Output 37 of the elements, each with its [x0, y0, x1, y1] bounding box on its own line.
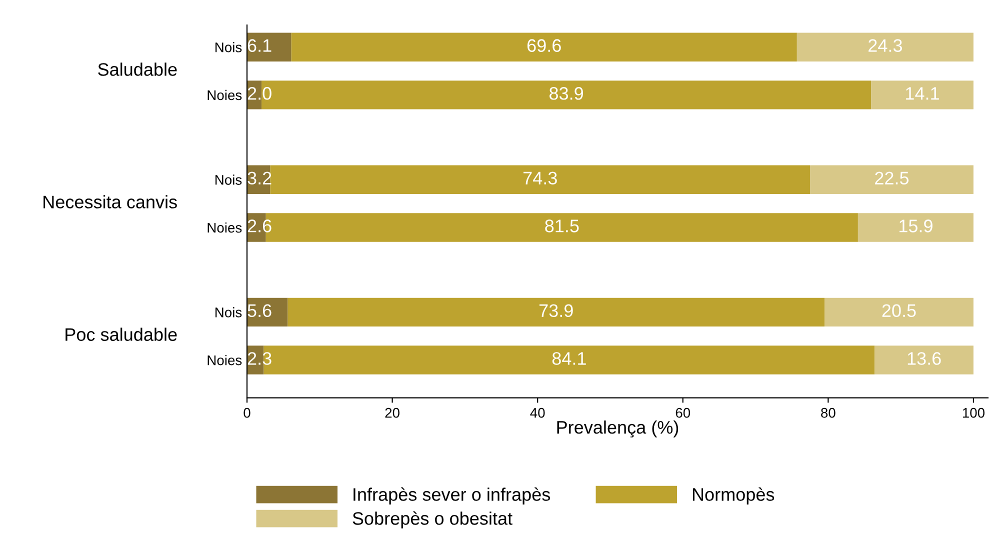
x-tick-label: 80 — [821, 408, 836, 418]
data-label: 3.2 — [248, 172, 272, 184]
x-axis-title: Prevalença (%) — [557, 420, 678, 438]
text: Necessita canvis — [44, 195, 177, 208]
data-label: 83.9 — [550, 87, 583, 100]
data-label: 2.0 — [248, 87, 272, 100]
x-tick-label: 100 — [962, 408, 985, 418]
y-tick-label: Nois — [215, 307, 242, 318]
y-tick-label: Noies — [208, 355, 242, 366]
legend-label: Infrapès sever o infrapès — [354, 487, 550, 504]
data-label: 5.6 — [248, 304, 272, 318]
x-tick-label: 40 — [530, 408, 545, 418]
y-tick-label: Nois — [215, 42, 242, 52]
text: Poc saludable — [66, 328, 177, 341]
data-label: 6.1 — [248, 39, 272, 52]
x-tick-label: 0 — [244, 408, 250, 418]
y-tick-label: Noies — [208, 90, 242, 100]
legend-label: Normopès — [692, 487, 774, 504]
y-tick-label: Nois — [215, 174, 242, 185]
x-tick-label: 60 — [676, 408, 690, 418]
data-label: 20.5 — [882, 304, 916, 318]
data-label: 69.6 — [527, 39, 561, 52]
data-label: 2.6 — [248, 220, 272, 232]
data-label: 15.9 — [900, 220, 932, 232]
data-label: 81.5 — [545, 220, 579, 232]
data-label: 24.3 — [868, 39, 902, 52]
x-tick-label: 20 — [385, 408, 400, 418]
data-label: 22.5 — [875, 172, 909, 184]
data-label: 2.3 — [248, 352, 272, 365]
data-label: 13.6 — [908, 352, 941, 365]
data-label: 84.1 — [552, 352, 586, 365]
text: Saludable — [98, 62, 177, 76]
y-tick-label: Noies — [208, 222, 242, 233]
data-label: 14.1 — [906, 87, 939, 100]
data-label: 73.9 — [539, 304, 573, 318]
legend-label: Sobrepès o obesitat — [352, 511, 512, 528]
data-label: 74.3 — [523, 172, 557, 184]
